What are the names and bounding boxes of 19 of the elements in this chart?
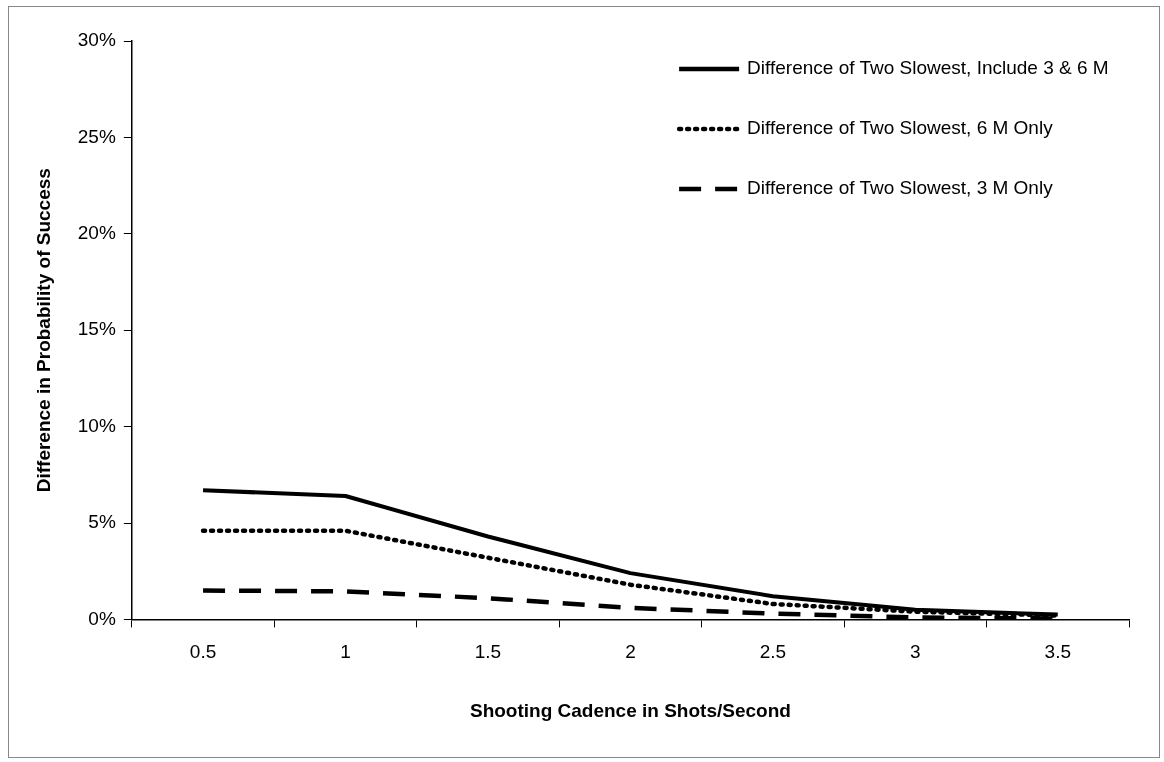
x-tick-label: 2.5 [759, 641, 787, 663]
legend-label: Difference of Two Slowest, Include 3 & 6 M [747, 57, 1109, 79]
x-tick-label: 1 [340, 641, 351, 663]
y-tick-label: 5% [88, 511, 116, 533]
x-tick-label: 1.5 [474, 641, 502, 663]
y-tick-label: 25% [77, 125, 116, 147]
x-axis-title: Shooting Cadence in Shots/Second [469, 699, 791, 721]
x-tick-label: 2 [625, 641, 636, 663]
y-tick-label: 30% [77, 29, 116, 51]
y-tick-label: 15% [77, 318, 116, 340]
x-tick-label: 3.5 [1044, 641, 1071, 663]
y-tick-label: 0% [88, 607, 116, 629]
y-axis-title: Difference in Probability of Success [32, 168, 54, 493]
y-tick-label: 10% [77, 414, 116, 436]
legend-label: Difference of Two Slowest, 3 M Only [747, 177, 1054, 199]
y-tick-label: 20% [77, 222, 116, 244]
x-tick-label: 3 [910, 641, 921, 663]
legend-label: Difference of Two Slowest, 6 M Only [747, 117, 1054, 139]
x-tick-label: 0.5 [189, 641, 217, 663]
